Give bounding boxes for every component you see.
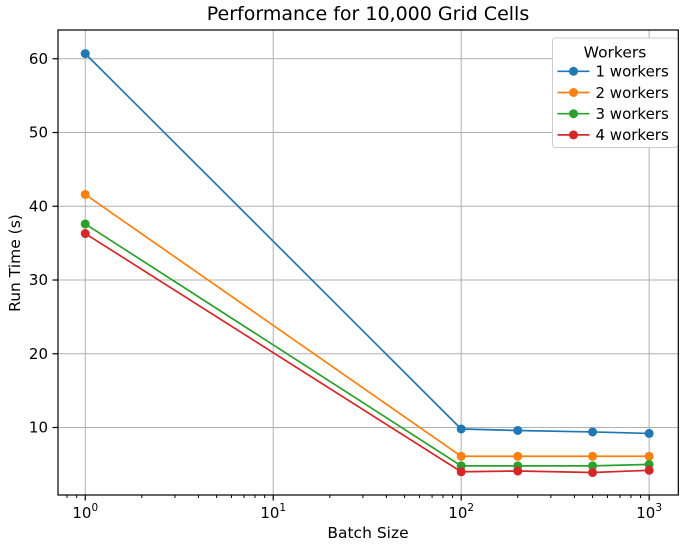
series-2-workers [80, 189, 654, 461]
y-tick-label: 10 [29, 419, 48, 437]
legend-label: 2 workers [596, 84, 669, 102]
x-tick-label: 101 [260, 502, 286, 522]
data-point-marker [644, 451, 654, 461]
x-axis-ticks: 100 101 102 103 [72, 495, 662, 522]
legend-marker [569, 66, 578, 76]
legend-entry: 1 workers [557, 63, 669, 81]
series-line [84, 232, 651, 474]
legend-entry: 4 workers [557, 126, 669, 144]
legend-marker [569, 109, 578, 119]
legend-title: Workers [584, 44, 647, 62]
data-point-marker [588, 451, 598, 461]
plot-border [57, 29, 679, 496]
x-tick-label: 103 [636, 502, 662, 522]
x-axis-label: Batch Size [327, 524, 409, 542]
legend-label: 1 workers [596, 63, 669, 81]
data-point-marker [80, 229, 90, 239]
y-tick-label: 60 [29, 50, 48, 68]
x-tick-label: 102 [448, 502, 474, 522]
data-point-marker [588, 461, 598, 471]
x-axis-minor-ticks [66, 495, 642, 498]
data-point-marker [80, 219, 90, 229]
y-axis-label: Run Time (s) [6, 214, 24, 312]
data-point-marker [80, 189, 90, 199]
data-point-marker [644, 428, 654, 438]
y-axis-ticks: 10 20 30 40 50 60 [29, 50, 58, 437]
y-tick-label: 30 [29, 271, 48, 289]
data-point-marker [513, 451, 523, 461]
legend-label: 4 workers [596, 126, 669, 144]
chart-title: Performance for 10,000 Grid Cells [206, 3, 530, 25]
data-point-marker [513, 425, 523, 435]
legend-marker [569, 130, 578, 140]
data-point-marker [644, 465, 654, 475]
legend-entry: 3 workers [557, 105, 669, 123]
y-tick-label: 40 [29, 197, 48, 215]
data-point-marker [80, 49, 90, 59]
series-line [84, 223, 651, 467]
legend-entry: 2 workers [557, 84, 669, 102]
data-point-marker [513, 466, 523, 476]
series-line [84, 193, 651, 458]
legend-box [552, 37, 678, 148]
x-tick-label: 100 [72, 502, 98, 522]
data-point-marker [456, 467, 466, 477]
data-point-marker [456, 424, 466, 434]
data-point-marker [588, 427, 598, 437]
series-1-workers [80, 49, 654, 438]
series-3-workers [80, 219, 654, 471]
data-point-marker [456, 451, 466, 461]
legend-label: 3 workers [596, 105, 669, 123]
y-tick-label: 20 [29, 345, 48, 363]
y-tick-label: 50 [29, 124, 48, 142]
series-4-workers [80, 229, 654, 478]
legend-marker [569, 88, 578, 97]
data-point-marker [588, 468, 598, 478]
